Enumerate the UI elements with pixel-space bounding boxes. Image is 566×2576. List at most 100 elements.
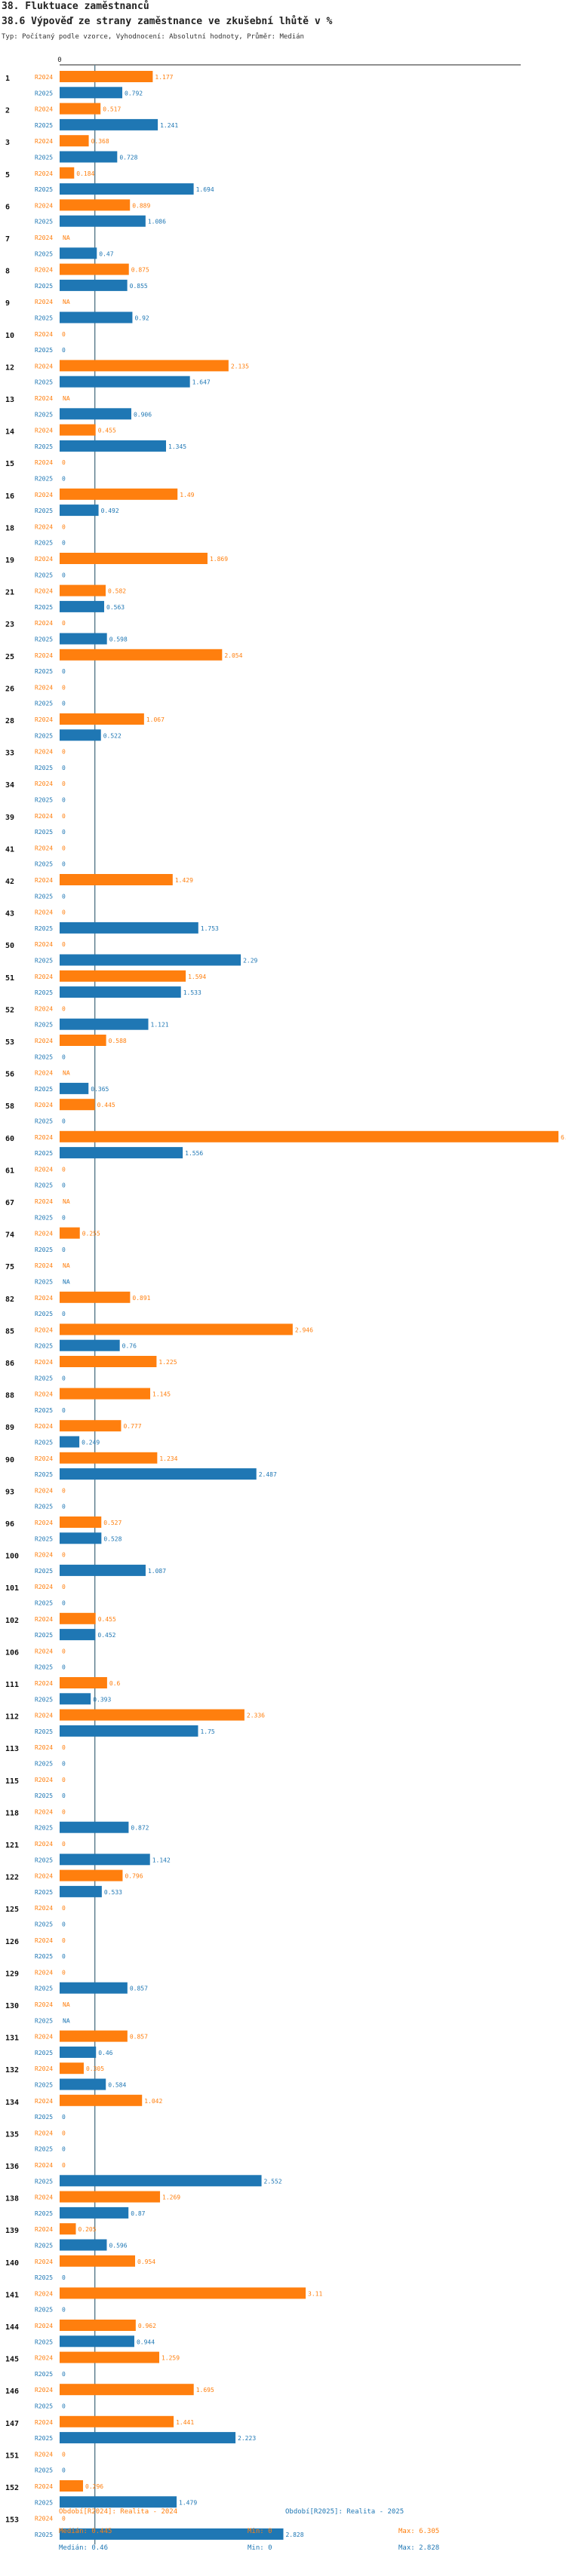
category-label: 118: [5, 1809, 19, 1817]
value-label: 0.962: [138, 2323, 156, 2329]
series-label: R2025: [35, 2499, 53, 2506]
bar: [60, 2175, 262, 2187]
category-label: 25: [5, 653, 14, 661]
series-label: R2024: [35, 716, 53, 723]
bar: [60, 440, 167, 452]
value-label: 0: [62, 2274, 66, 2281]
category-label: 101: [5, 1584, 19, 1593]
value-label: 1.594: [188, 974, 206, 980]
series-label: R2024: [35, 2355, 53, 2362]
value-label: 0: [62, 572, 66, 578]
value-label: 2.946: [295, 1326, 313, 1333]
series-label: R2024: [35, 1873, 53, 1880]
median-r2024: Medián: 0.445: [59, 2528, 112, 2535]
bar: [60, 2480, 84, 2492]
bar: [60, 2415, 174, 2427]
value-label: 1.042: [144, 2098, 162, 2105]
bar: [60, 488, 178, 500]
category-label: 6: [5, 203, 10, 211]
bar: [60, 2255, 136, 2267]
series-label: R2024: [35, 2290, 53, 2297]
category-label: 125: [5, 1906, 19, 1914]
series-label: R2025: [35, 2467, 53, 2474]
bar: [60, 2078, 106, 2090]
series-label: R2025: [35, 219, 53, 225]
bar: [60, 135, 89, 147]
value-label: 0: [62, 749, 66, 756]
series-label: R2024: [35, 652, 53, 659]
value-label: 0: [62, 1407, 66, 1414]
series-label: R2025: [35, 250, 53, 257]
bar: [60, 2320, 136, 2331]
series-label: R2024: [35, 395, 53, 402]
category-label: 28: [5, 717, 14, 725]
series-label: R2025: [35, 668, 53, 675]
bar: [60, 1612, 96, 1624]
series-label: R2024: [35, 1520, 53, 1526]
bar: [60, 247, 97, 259]
category-label: 82: [5, 1296, 14, 1304]
bar: [60, 2206, 129, 2219]
bar: [60, 1532, 102, 1544]
value-label: 1.067: [146, 716, 165, 723]
bar: [60, 1082, 89, 1094]
bar: [60, 1468, 257, 1480]
value-label: 2.223: [238, 2435, 256, 2442]
value-label: 0.875: [131, 267, 149, 274]
series-label: R2025: [35, 572, 53, 578]
series-label: R2024: [35, 170, 53, 177]
bar: [60, 215, 146, 227]
series-label: R2024: [35, 749, 53, 756]
value-label: 0: [62, 2130, 66, 2136]
value-label: 1.869: [210, 556, 228, 563]
bar: [60, 2223, 76, 2235]
series-label: R2025: [35, 379, 53, 386]
value-label: 0: [62, 1504, 66, 1510]
value-label: 0.47: [99, 250, 113, 257]
category-label: 90: [5, 1456, 14, 1464]
category-label: 147: [5, 2420, 19, 2428]
category-label: 26: [5, 685, 14, 693]
category-label: 141: [5, 2291, 19, 2299]
series-label: R2025: [35, 443, 53, 450]
series-label: R2025: [35, 604, 53, 611]
bar: [60, 1564, 146, 1576]
category-label: 89: [5, 1424, 14, 1432]
category-label: 112: [5, 1713, 19, 1722]
value-label: 0: [62, 459, 66, 466]
min-r2025: Min: 0: [248, 2544, 272, 2552]
bar: [60, 600, 105, 612]
value-label: 0.249: [82, 1440, 100, 1446]
series-label: R2025: [35, 508, 53, 514]
series-label: R2024: [35, 2259, 53, 2265]
series-label: R2025: [35, 1632, 53, 1639]
value-label: 1.345: [168, 443, 186, 450]
value-label: 0.6: [109, 1680, 121, 1687]
bar: [60, 2496, 177, 2508]
value-label: 0: [62, 620, 66, 627]
series-label: R2024: [35, 813, 53, 820]
series-label: R2025: [35, 2307, 53, 2314]
value-label: 0: [62, 1905, 66, 1912]
value-label: 0.857: [130, 2034, 148, 2041]
bar: [60, 1725, 198, 1737]
category-label: 135: [5, 2130, 19, 2139]
median-r2025: Medián: 0.46: [59, 2544, 109, 2552]
value-label: 0.522: [103, 732, 122, 739]
category-label: 1: [5, 75, 10, 83]
bar: [60, 118, 158, 130]
value-label: 0.792: [125, 90, 143, 97]
bar: [60, 376, 190, 388]
category-label: 33: [5, 750, 14, 758]
value-label: 0.582: [108, 588, 126, 595]
category-label: 146: [5, 2387, 19, 2396]
bar: [60, 1516, 102, 1528]
series-label: R2024: [35, 267, 53, 274]
value-label: 1.234: [159, 1455, 177, 1462]
value-label: 0: [62, 2467, 66, 2474]
series-label: R2025: [35, 1504, 53, 1510]
value-label: 0.906: [134, 411, 152, 418]
category-label: 43: [5, 910, 14, 918]
value-label: 0.872: [131, 1825, 149, 1832]
value-label: 0: [62, 1777, 66, 1783]
